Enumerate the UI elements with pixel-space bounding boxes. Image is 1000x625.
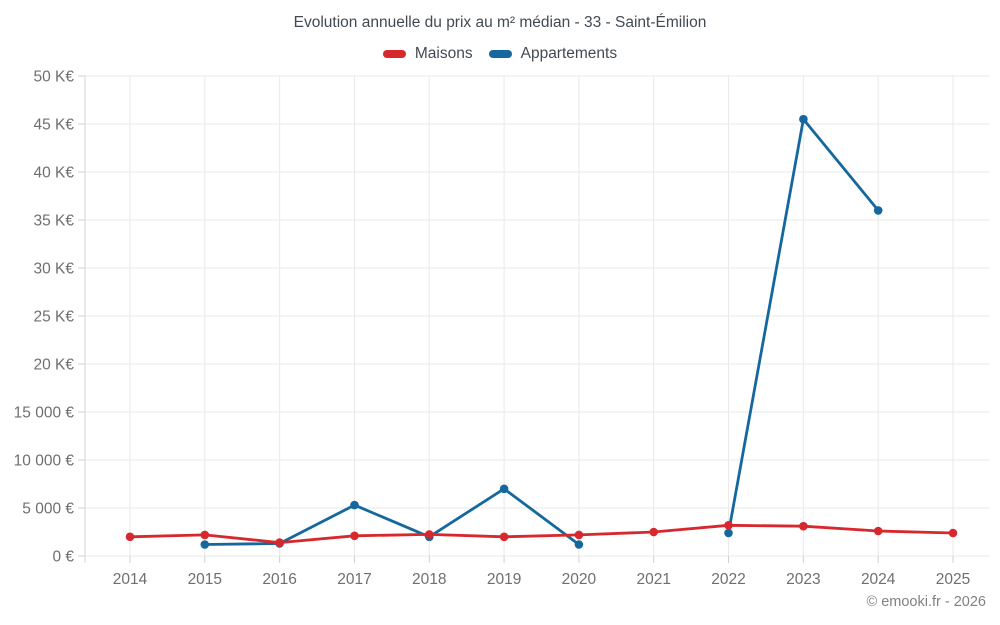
y-axis-tick-label: 50 K€ xyxy=(33,69,74,86)
x-axis-tick-label: 2021 xyxy=(636,571,670,588)
y-axis-tick-label: 30 K€ xyxy=(33,261,74,278)
maisons-color-swatch xyxy=(382,50,406,58)
series-line-maisons xyxy=(128,523,955,544)
x-axis-tick-label: 2024 xyxy=(861,571,896,588)
x-axis-tick-label: 2019 xyxy=(487,571,521,588)
data-point-appartements-2019[interactable] xyxy=(499,484,509,494)
data-point-maisons-2017[interactable] xyxy=(350,531,359,541)
series-line-appartements xyxy=(203,117,880,546)
data-point-maisons-2014[interactable] xyxy=(125,532,135,542)
chart-title: Evolution annuelle du prix au m² médian … xyxy=(293,14,707,31)
data-point-maisons-2023[interactable] xyxy=(799,521,808,531)
legend-item-maisons[interactable]: Maisons xyxy=(382,45,473,63)
data-point-appartements-2017[interactable] xyxy=(350,500,359,510)
data-point-appartements-2022[interactable] xyxy=(724,528,733,538)
y-axis-tick-label: 40 K€ xyxy=(33,165,74,182)
x-axis-tick-label: 2017 xyxy=(337,571,371,588)
data-point-maisons-2022[interactable] xyxy=(724,521,733,530)
x-axis-tick-label: 2018 xyxy=(412,571,446,588)
x-axis-tick-label: 2022 xyxy=(711,571,745,588)
copyright-credit: © emooki.fr - 2026 xyxy=(866,594,986,610)
y-axis-tick-label: 5 000 € xyxy=(22,501,74,518)
chart-legend: Maisons Appartements xyxy=(0,45,1000,63)
x-axis-tick-label: 2016 xyxy=(262,571,296,588)
data-point-maisons-2019[interactable] xyxy=(499,532,509,542)
legend-item-appartements[interactable]: Appartements xyxy=(488,45,618,63)
data-point-maisons-2020[interactable] xyxy=(574,530,584,540)
legend-label-appartements: Appartements xyxy=(520,45,618,62)
x-axis-tick-label: 2014 xyxy=(113,571,148,588)
x-axis-tick-label: 2023 xyxy=(786,571,820,588)
y-axis-tick-label: 0 € xyxy=(52,549,74,566)
x-axis-tick-label: 2015 xyxy=(188,571,222,588)
y-axis-tick-label: 25 K€ xyxy=(33,309,74,326)
y-axis-tick-label: 15 000 € xyxy=(14,405,75,422)
data-point-maisons-2016[interactable] xyxy=(275,538,284,547)
data-point-maisons-2025[interactable] xyxy=(948,528,958,538)
data-point-appartements-2024[interactable] xyxy=(873,206,883,215)
data-point-maisons-2024[interactable] xyxy=(873,526,883,536)
y-axis-tick-label: 20 K€ xyxy=(33,357,74,374)
data-point-appartements-2020[interactable] xyxy=(574,540,584,549)
appartements-color-swatch xyxy=(488,50,512,58)
y-axis-tick-label: 35 K€ xyxy=(33,213,74,230)
data-point-appartements-2015[interactable] xyxy=(200,540,210,549)
y-axis-tick-label: 10 000 € xyxy=(14,453,75,470)
data-point-maisons-2021[interactable] xyxy=(649,527,658,537)
data-point-appartements-2023[interactable] xyxy=(799,114,808,124)
data-point-maisons-2018[interactable] xyxy=(425,530,434,539)
y-axis-tick-label: 45 K€ xyxy=(33,117,74,134)
x-axis-tick-label: 2025 xyxy=(936,571,970,588)
data-point-maisons-2015[interactable] xyxy=(200,530,210,540)
legend-label-maisons: Maisons xyxy=(414,45,473,62)
x-axis-tick-label: 2020 xyxy=(562,571,597,588)
